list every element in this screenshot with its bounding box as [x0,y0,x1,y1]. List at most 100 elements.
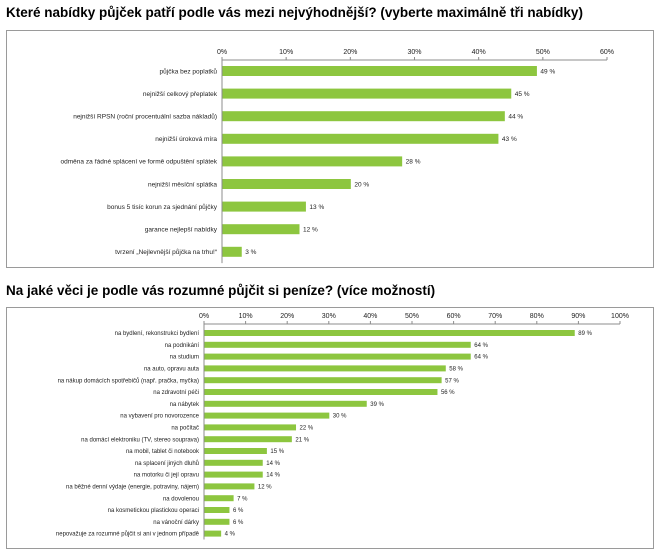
category-label: na dovolenou [163,496,199,502]
bar [204,353,471,360]
bar [204,389,438,395]
value-label: 6 % [233,508,244,514]
bar [204,459,263,466]
x-tick-label: 70% [488,313,502,320]
x-tick-label: 100% [611,313,629,320]
bar [222,156,403,167]
x-tick-label: 90% [571,313,585,320]
category-label: nepovažuje za rozumné půjčit si ani v je… [56,531,200,538]
x-tick-label: 50% [536,49,550,56]
category-label: nejnižší RPSN (roční procentuální sazba … [73,112,217,120]
value-label: 12 % [258,485,272,491]
value-label: 21 % [295,437,309,443]
x-tick-label: 10% [279,49,293,56]
value-label: 14 % [266,473,280,479]
value-label: 64 % [474,355,488,361]
category-label: nejnižší celkový přeplatek [143,91,218,98]
category-label: bonus 5 tisíc korun za sjednání půjčky [107,203,218,211]
value-label: 13 % [309,204,324,211]
value-label: 89 % [578,331,592,337]
value-label: 12 % [303,226,318,233]
category-label: půjčka bez poplatků [160,67,218,75]
value-label: 22 % [300,426,314,432]
chart-2-title: Na jaké věci je podle vás rozumné půjčit… [6,283,436,298]
category-label: na domácí elektroniku (TV, stereo soupra… [81,437,199,443]
bar [222,224,300,235]
bar [204,471,263,478]
chart-1-title: Které nabídky půjček patří podle vás mez… [6,5,583,20]
x-tick-label: 20% [280,313,294,320]
value-label: 58 % [449,367,463,373]
value-label: 57 % [445,378,459,384]
x-tick-label: 20% [343,49,357,56]
category-label: garance nejlepší nabídky [145,226,218,233]
value-label: 56 % [441,390,455,396]
category-label: na auto, opravu auta [144,367,200,373]
bar [204,365,446,372]
x-tick-label: 60% [447,313,461,320]
x-tick-label: 0% [199,313,209,320]
category-label: na vánoční dárky [153,520,199,526]
value-label: 3 % [245,249,256,256]
value-label: 45 % [515,91,530,98]
category-label: na nákup domácích spotřebičů (např. prač… [58,377,199,384]
bar [204,400,367,407]
value-label: 14 % [266,461,280,467]
x-tick-label: 60% [600,49,614,56]
category-label: na studium [170,355,199,361]
bar [222,66,537,76]
category-label: na nábytek [170,402,200,408]
bar [204,448,267,454]
x-tick-label: 40% [363,313,377,320]
value-label: 30 % [333,414,347,420]
category-label: na splacení jiných dluhů [135,460,199,467]
value-label: 4 % [225,532,236,538]
value-label: 43 % [502,136,517,143]
category-label: na bydlení, rekonstrukci bydlení [115,331,200,337]
bar [204,530,222,537]
category-label: na mobil, tablet či notebook [126,449,200,455]
bar [204,412,330,419]
chart-2-plot: 0% 10% 20% 30% 40% 50% 60% 70% 80% 90% 100% na bydl… [56,313,629,540]
value-label: 7 % [237,496,248,502]
category-label: na motorku či její opravu [134,473,199,479]
chart-2-frame: 0% 10% 20% 30% 40% 50% 60% 70% 80% 90% 100% na bydl… [6,307,654,549]
category-label: na běžné denní výdaje (energie, potravin… [66,485,199,491]
x-tick-label: 40% [472,49,486,56]
value-label: 64 % [474,343,488,349]
value-label: 39 % [370,402,384,408]
bar [204,483,255,490]
value-label: 6 % [233,520,244,526]
value-label: 28 % [406,159,421,166]
category-label: na počítač [171,426,199,432]
bar [222,88,512,99]
category-label: nejnižší měsíční splátka [148,181,217,188]
chart-1-frame: 0% 10% 20% 30% 40% 50% 60% půjčka bez poplatků 4… [6,30,654,268]
category-label: tvrzení „Nejlevnější půjčka na trhu!“ [115,248,217,256]
bar [222,179,351,189]
bar [222,201,306,212]
bar [204,330,575,336]
bar [204,341,471,348]
chart-1-plot: 0% 10% 20% 30% 40% 50% 60% půjčka bez poplatků 4… [61,49,614,264]
x-tick-label: 80% [530,313,544,320]
bar [204,507,230,513]
bar [222,246,242,257]
x-tick-label: 10% [239,313,253,320]
x-tick-label: 30% [322,313,336,320]
value-label: 49 % [540,68,555,75]
category-label: na vybavení pro novorozence [120,414,199,420]
value-label: 15 % [270,449,284,455]
bar [222,133,499,144]
x-tick-label: 30% [407,49,421,56]
bar [204,495,234,502]
category-label: na zdravotní péči [153,390,199,396]
bar [204,377,442,384]
category-label: na podnikání [165,343,200,349]
category-label: nejnižší úroková míra [155,136,217,143]
value-label: 44 % [508,113,523,120]
value-label: 20 % [354,181,369,188]
category-label: na kosmetickou plastickou operaci [108,508,199,514]
bar [222,111,505,122]
bar [204,436,292,443]
